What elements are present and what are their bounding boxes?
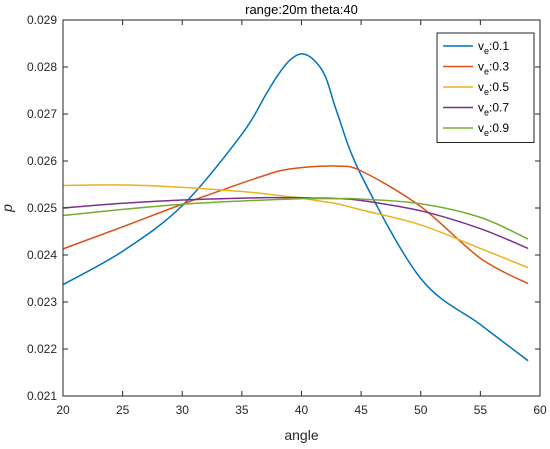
legend-label-1: ve:0.1 xyxy=(478,39,509,56)
y-tick-label: 0.026 xyxy=(27,154,57,168)
series-line-1 xyxy=(62,53,529,362)
x-tick-label: 20 xyxy=(56,403,70,417)
y-tick-label: 0.022 xyxy=(27,342,57,356)
series-line-5 xyxy=(62,197,529,240)
x-axis-title: angle xyxy=(284,427,318,443)
series-line-2 xyxy=(62,165,529,285)
x-tick-label: 40 xyxy=(295,403,309,417)
y-tick-label: 0.028 xyxy=(27,60,57,74)
x-tick-label: 60 xyxy=(533,403,547,417)
y-tick-label: 0.027 xyxy=(27,107,57,121)
legend-label-5: ve:0.9 xyxy=(478,121,509,138)
x-tick-label: 25 xyxy=(116,403,130,417)
tick-layer: 20 25 30 35 40 45 50 55 60 0.021 0.022 0.023 0.024 0.… xyxy=(27,13,547,417)
legend-label-3: ve:0.5 xyxy=(478,80,509,97)
x-tick-label: 55 xyxy=(474,403,488,417)
y-tick-label: 0.025 xyxy=(27,201,57,215)
x-tick-label: 30 xyxy=(176,403,190,417)
x-tick-label: 35 xyxy=(235,403,249,417)
legend: ve:0.1 ve:0.3 ve:0.5 ve:0.7 ve:0.9 xyxy=(436,32,535,143)
y-tick-label: 0.023 xyxy=(27,295,57,309)
y-tick-label: 0.024 xyxy=(27,248,57,262)
x-tick-label: 45 xyxy=(354,403,368,417)
y-tick-label: 0.029 xyxy=(27,13,57,27)
y-tick-label: 0.021 xyxy=(27,389,57,403)
y-axis-title: p xyxy=(0,204,15,213)
x-tick-label: 50 xyxy=(414,403,428,417)
series-line-4 xyxy=(62,196,529,250)
axes-box xyxy=(62,19,541,397)
legend-label-2: ve:0.3 xyxy=(478,60,509,77)
chart-title: range:20m theta:40 xyxy=(245,2,358,17)
series-layer xyxy=(62,53,529,362)
legend-label-4: ve:0.7 xyxy=(478,101,509,118)
